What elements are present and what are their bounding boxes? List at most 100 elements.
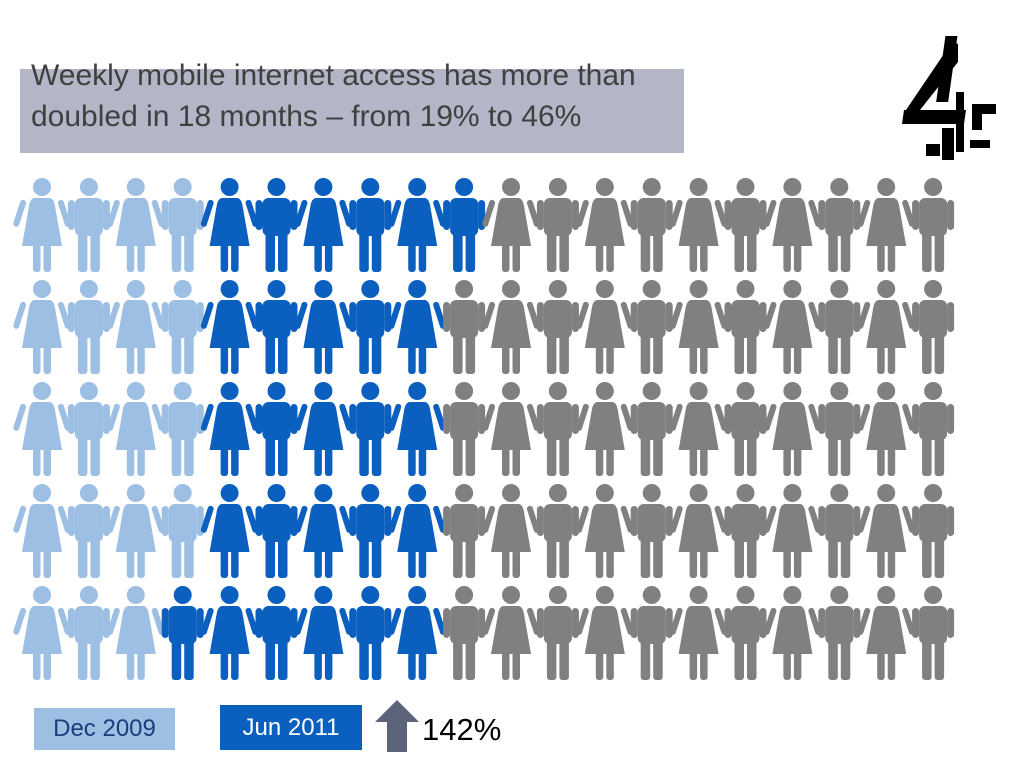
- person-figure-dec-2009: [67, 484, 110, 578]
- chart-title: Weekly mobile internet access has more t…: [31, 59, 636, 133]
- person-figure-remaining: [482, 382, 540, 476]
- person-figure-jun-2011: [294, 586, 353, 680]
- channel-4-logo-icon: [902, 36, 996, 160]
- person-figure-remaining: [912, 382, 955, 476]
- up-arrow-icon: [375, 700, 419, 752]
- person-figure-dec-2009: [107, 586, 165, 680]
- person-figure-remaining: [536, 586, 579, 680]
- person-figure-jun-2011: [200, 280, 259, 374]
- person-figure-remaining: [630, 586, 673, 680]
- person-figure-remaining: [482, 484, 540, 578]
- person-figure-remaining: [630, 484, 673, 578]
- person-figure-remaining: [482, 178, 540, 272]
- person-figure-remaining: [576, 178, 634, 272]
- person-figure-dec-2009: [13, 382, 71, 476]
- person-figure-dec-2009: [107, 382, 165, 476]
- person-figure-dec-2009: [67, 178, 110, 272]
- person-figure-remaining: [763, 382, 822, 476]
- person-figure-remaining: [857, 586, 915, 680]
- person-figure-remaining: [482, 586, 540, 680]
- person-figure-remaining: [576, 484, 634, 578]
- person-figure-remaining: [536, 382, 579, 476]
- person-figure-remaining: [724, 178, 767, 272]
- person-figure-remaining: [912, 484, 955, 578]
- person-figure-remaining: [669, 586, 728, 680]
- person-figure-jun-2011: [255, 484, 298, 578]
- person-figure-remaining: [818, 586, 861, 680]
- legend-jun-2011: Jun 2011: [220, 705, 362, 750]
- person-figure-dec-2009: [161, 280, 204, 374]
- person-figure-remaining: [763, 178, 822, 272]
- person-figure-jun-2011: [294, 280, 353, 374]
- legend-dec-2009-label: Dec 2009: [53, 715, 156, 742]
- person-figure-jun-2011: [388, 586, 446, 680]
- person-figure-dec-2009: [161, 178, 204, 272]
- person-figure-remaining: [818, 382, 861, 476]
- person-figure-jun-2011: [200, 586, 259, 680]
- person-figure-remaining: [912, 280, 955, 374]
- legend-jun-2011-label: Jun 2011: [242, 713, 340, 741]
- person-figure-jun-2011: [255, 280, 298, 374]
- person-figure-remaining: [724, 484, 767, 578]
- person-figure-dec-2009: [13, 586, 71, 680]
- person-figure-remaining: [576, 382, 634, 476]
- person-figure-jun-2011: [349, 586, 392, 680]
- person-figure-remaining: [630, 178, 673, 272]
- person-figure-jun-2011: [200, 178, 259, 272]
- person-figure-remaining: [576, 586, 634, 680]
- person-figure-remaining: [857, 484, 915, 578]
- person-figure-remaining: [857, 280, 915, 374]
- person-figure-jun-2011: [349, 484, 392, 578]
- person-figure-jun-2011: [443, 178, 486, 272]
- person-figure-jun-2011: [388, 484, 446, 578]
- person-figure-remaining: [482, 280, 540, 374]
- person-figure-remaining: [669, 178, 728, 272]
- person-figure-jun-2011: [200, 382, 259, 476]
- change-percent: 142%: [422, 712, 502, 747]
- person-figure-remaining: [443, 280, 486, 374]
- person-figure-jun-2011: [349, 280, 392, 374]
- person-figure-remaining: [630, 382, 673, 476]
- person-figure-dec-2009: [107, 484, 165, 578]
- person-figure-jun-2011: [255, 382, 298, 476]
- person-figure-remaining: [724, 280, 767, 374]
- person-figure-remaining: [536, 484, 579, 578]
- person-figure-jun-2011: [294, 382, 353, 476]
- person-figure-dec-2009: [13, 484, 71, 578]
- person-figure-jun-2011: [349, 178, 392, 272]
- person-figure-remaining: [576, 280, 634, 374]
- person-figure-remaining: [818, 178, 861, 272]
- person-figure-dec-2009: [107, 280, 165, 374]
- person-figure-jun-2011: [255, 178, 298, 272]
- person-figure-remaining: [857, 382, 915, 476]
- person-figure-remaining: [669, 280, 728, 374]
- person-figure-remaining: [443, 484, 486, 578]
- person-figure-remaining: [443, 382, 486, 476]
- person-figure-jun-2011: [294, 484, 353, 578]
- person-figure-dec-2009: [161, 382, 204, 476]
- person-figure-remaining: [536, 280, 579, 374]
- person-figure-jun-2011: [255, 586, 298, 680]
- person-figure-jun-2011: [294, 178, 353, 272]
- person-figure-dec-2009: [67, 586, 110, 680]
- person-figure-remaining: [857, 178, 915, 272]
- person-figure-dec-2009: [13, 178, 71, 272]
- person-figure-remaining: [630, 280, 673, 374]
- person-figure-remaining: [763, 484, 822, 578]
- person-figure-remaining: [912, 586, 955, 680]
- person-figure-remaining: [763, 586, 822, 680]
- person-figure-jun-2011: [388, 280, 446, 374]
- legend-dec-2009: Dec 2009: [34, 708, 175, 750]
- person-figure-dec-2009: [67, 280, 110, 374]
- person-figure-remaining: [724, 586, 767, 680]
- person-figure-remaining: [724, 382, 767, 476]
- title-background: [20, 69, 684, 153]
- person-figure-jun-2011: [388, 382, 446, 476]
- person-figure-remaining: [443, 586, 486, 680]
- person-figure-remaining: [536, 178, 579, 272]
- pictogram-grid: [13, 178, 955, 680]
- person-figure-dec-2009: [107, 178, 165, 272]
- person-figure-jun-2011: [161, 586, 204, 680]
- person-figure-jun-2011: [200, 484, 259, 578]
- person-figure-dec-2009: [161, 484, 204, 578]
